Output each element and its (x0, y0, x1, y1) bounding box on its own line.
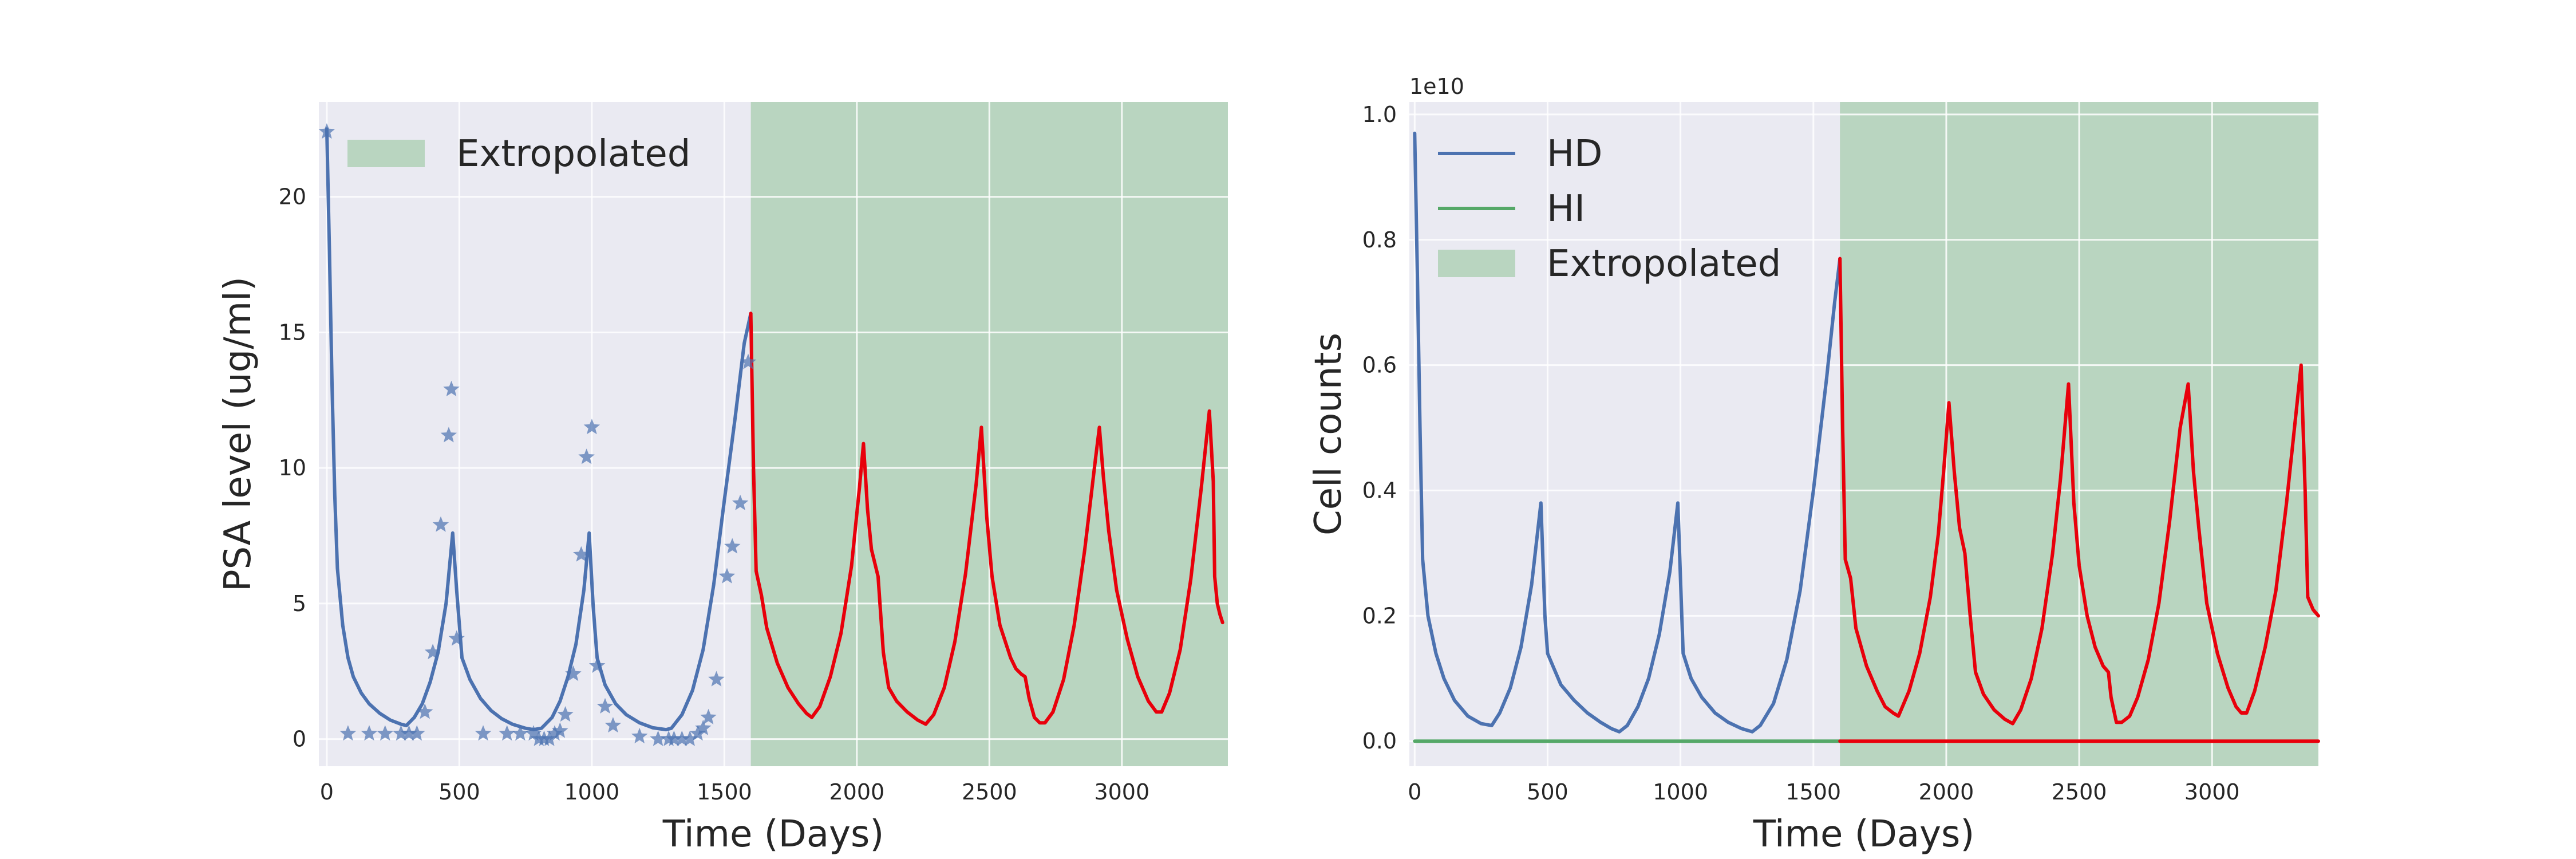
y-tick-label: 20 (279, 184, 306, 210)
y-tick-label: 15 (279, 320, 306, 345)
data-point-star (432, 516, 449, 532)
extrapolated-line (1838, 257, 2320, 726)
data-point-star (565, 665, 582, 681)
model-fit-line (325, 127, 753, 732)
data-point-star (440, 427, 457, 443)
y-tick-label: 0.2 (1362, 603, 1397, 628)
x-tick-label: 1000 (1653, 779, 1708, 805)
data-point-star (708, 671, 725, 687)
x-tick-label: 0 (320, 779, 334, 805)
x-tick-label: 1500 (697, 779, 752, 805)
data-point-star (583, 419, 600, 435)
data-point-star (740, 353, 757, 369)
data-point-star (578, 448, 595, 464)
legend-label: HD (1547, 133, 1602, 175)
y-axis-label: PSA level (ug/ml) (217, 277, 259, 592)
data-point-star (650, 730, 666, 746)
y-offset-label: 1e10 (1409, 74, 1464, 99)
series-line-hd (1413, 131, 1842, 734)
extrapolated-line (749, 312, 1224, 726)
legend-swatch-extrapolated (1438, 250, 1515, 277)
x-tick-label: 3000 (2184, 779, 2240, 805)
data-point-star (409, 725, 425, 741)
data-point-star (718, 568, 736, 584)
data-point-star (605, 717, 622, 733)
x-tick-label: 500 (1527, 779, 1568, 805)
data-point-star (588, 657, 606, 673)
data-point-star (700, 708, 717, 724)
y-tick-label: 5 (293, 591, 306, 616)
data-point-star (443, 380, 460, 396)
y-tick-label: 0.0 (1362, 728, 1397, 754)
x-tick-label: 0 (1408, 779, 1421, 805)
y-tick-label: 0.6 (1362, 353, 1397, 378)
legend-swatch-extrapolated (347, 140, 425, 167)
data-point-star (596, 698, 614, 714)
legend-label: Extropolated (1547, 243, 1781, 285)
data-point-star (448, 630, 465, 646)
legend-label: Extropolated (456, 133, 690, 175)
x-axis-label: Time (Days) (1753, 813, 1975, 856)
x-tick-label: 2000 (1919, 779, 1974, 805)
y-tick-label: 10 (279, 455, 306, 480)
data-point-star (674, 730, 690, 746)
x-tick-label: 1500 (1785, 779, 1841, 805)
data-point-star (666, 730, 682, 746)
data-point-star (512, 725, 529, 741)
x-tick-label: 500 (438, 779, 480, 805)
data-point-star (546, 725, 563, 741)
data-point-star (681, 730, 698, 746)
data-point-star (552, 722, 568, 738)
x-tick-label: 1000 (564, 779, 620, 805)
x-tick-label: 2000 (829, 779, 884, 805)
data-point-star (732, 494, 749, 510)
data-point-star (724, 538, 741, 554)
data-point-star (318, 123, 335, 139)
x-tick-label: 2500 (2052, 779, 2107, 805)
data-point-star (631, 727, 648, 744)
cell-counts-panel: 0 500 1000 1500 2000 2500 3000 0.0 0.2 0.4 0.6 0.8 1… (1307, 74, 2320, 856)
data-point-star (499, 725, 515, 741)
y-axis-label: Cell counts (1307, 333, 1350, 535)
y-tick-label: 0.4 (1362, 478, 1397, 503)
data-point-star (424, 644, 441, 660)
data-point-star (557, 706, 574, 722)
data-point-star (695, 719, 712, 735)
data-point-star (377, 725, 393, 741)
legend-label: HI (1547, 188, 1585, 230)
data-point-star (525, 725, 542, 741)
data-point-star (361, 725, 378, 741)
data-point-star (573, 546, 590, 562)
data-point-star (339, 725, 357, 741)
data-point-star (393, 725, 409, 741)
data-point-star (689, 725, 706, 741)
x-tick-label: 3000 (1094, 779, 1149, 805)
y-tick-label: 1.0 (1362, 102, 1397, 127)
y-tick-label: 0.8 (1362, 227, 1397, 253)
x-axis-label: Time (Days) (662, 813, 884, 856)
data-point-star (416, 703, 433, 719)
y-tick-label: 0 (293, 727, 306, 752)
psa-panel: 0 500 1000 1500 2000 2500 3000 0 5 10 15 20 Time (Da… (217, 102, 1228, 856)
x-tick-label: 2500 (962, 779, 1017, 805)
data-point-star (401, 725, 417, 741)
data-point-star (541, 730, 558, 746)
data-point-star (475, 725, 492, 741)
